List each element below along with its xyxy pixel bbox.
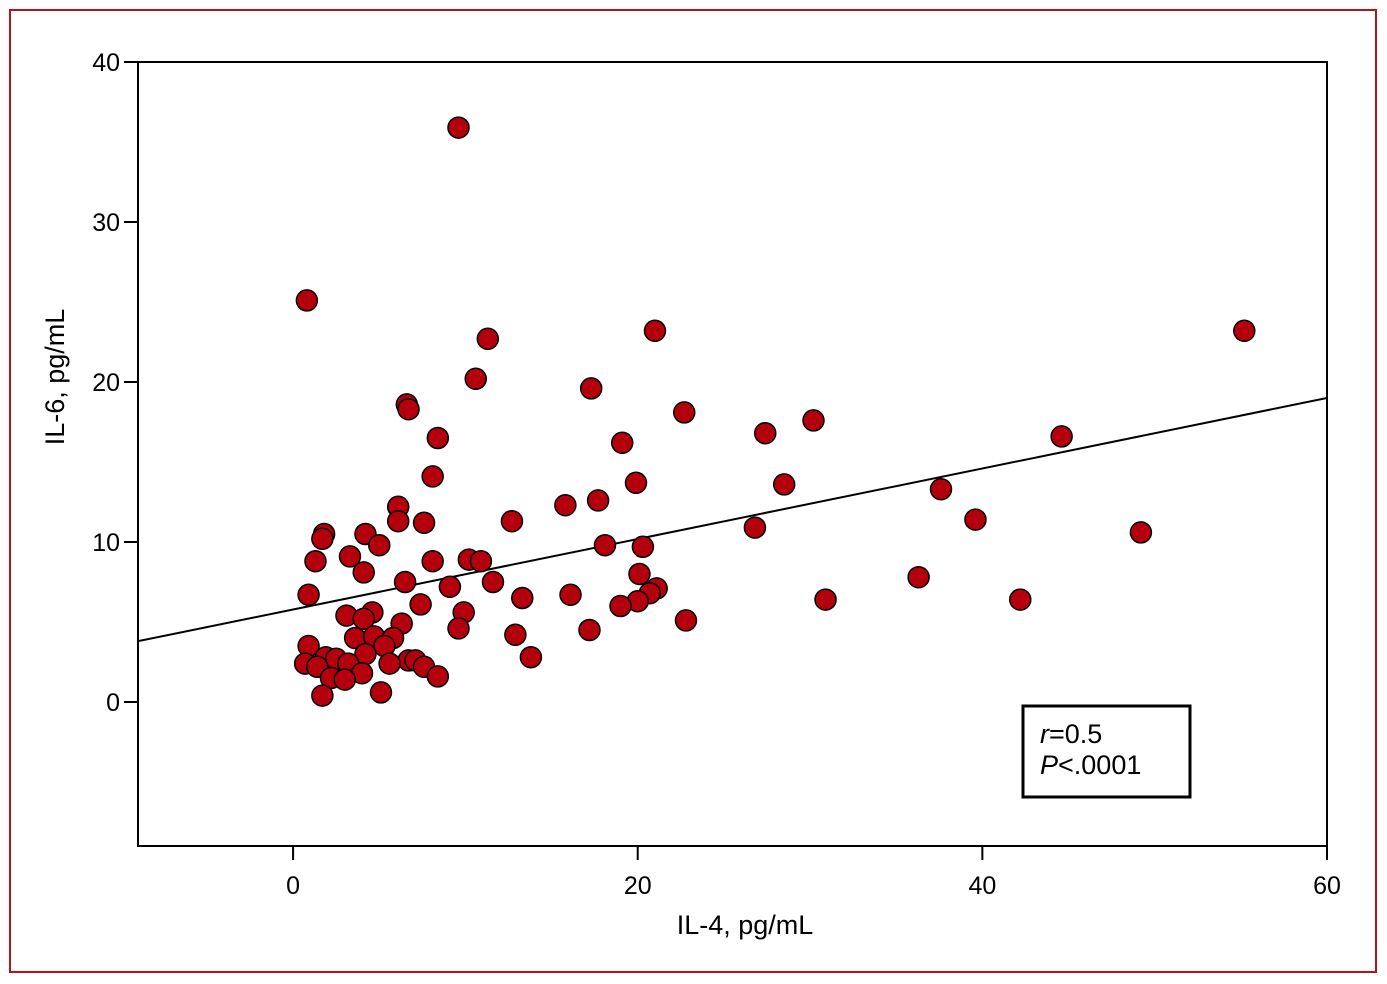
data-point (559, 583, 582, 607)
data-point (743, 516, 767, 539)
data-point (1009, 588, 1032, 611)
data-point (369, 681, 393, 704)
y-tick-label: 20 (92, 369, 120, 397)
data-point (378, 652, 401, 675)
data-point (409, 593, 432, 616)
r-symbol: r (1040, 719, 1050, 749)
data-point (426, 426, 450, 450)
x-axis-label: IL-4, pg/mL (677, 910, 814, 940)
data-point (772, 473, 796, 496)
data-point (352, 607, 375, 631)
data-point (554, 493, 577, 517)
data-point (610, 431, 634, 455)
p-value: <.0001 (1058, 750, 1141, 780)
data-point (481, 570, 505, 594)
data-point (338, 545, 362, 568)
y-tick-label: 0 (106, 689, 120, 717)
data-point (447, 116, 470, 139)
data-point (753, 421, 777, 445)
x-tick-label: 40 (968, 872, 996, 900)
y-tick-label: 40 (92, 49, 120, 77)
data-point (628, 562, 651, 586)
x-tick-label: 20 (624, 872, 652, 900)
data-point (412, 511, 436, 535)
data-points (293, 116, 1256, 707)
y-tick-label: 30 (92, 209, 120, 237)
r-value: =0.5 (1049, 719, 1102, 749)
data-point (421, 465, 444, 488)
p-symbol: P (1040, 750, 1058, 780)
data-point (519, 645, 543, 669)
data-point (421, 549, 444, 573)
data-point (643, 319, 667, 343)
data-point (929, 477, 953, 501)
data-point (500, 509, 524, 533)
data-point (367, 533, 391, 557)
x-tick-label: 0 (286, 872, 300, 900)
data-point (393, 570, 417, 594)
data-point (386, 509, 410, 533)
data-point (1233, 319, 1256, 343)
x-axis-ticks: 0 20 40 60 (286, 846, 1341, 900)
statistics-frame (1021, 704, 1192, 799)
data-point (504, 623, 527, 647)
data-point (802, 409, 825, 432)
p-value-text: P<.0001 (1040, 750, 1141, 780)
data-point (814, 588, 837, 611)
data-point (907, 565, 930, 589)
data-point (586, 489, 610, 512)
data-point (673, 401, 696, 424)
data-point (631, 535, 655, 559)
data-point (397, 397, 420, 421)
data-point (333, 668, 357, 691)
y-tick-label: 10 (92, 529, 120, 557)
data-point (438, 575, 462, 599)
regression-line (138, 397, 1327, 643)
data-point (469, 549, 493, 573)
data-point (352, 561, 375, 584)
data-point (1050, 425, 1073, 448)
data-point (511, 586, 534, 610)
data-point (476, 327, 500, 351)
data-point (295, 289, 319, 312)
data-point (464, 367, 487, 391)
data-point (964, 508, 987, 531)
data-point (311, 684, 334, 707)
statistics-box: r=0.5 P<.0001 (1021, 704, 1192, 799)
data-point (624, 471, 648, 495)
data-point (609, 594, 632, 618)
data-point (578, 618, 601, 642)
data-point (1129, 521, 1153, 544)
data-point (447, 617, 470, 640)
data-point (579, 377, 603, 400)
y-axis-label: IL-6, pg/mL (40, 309, 70, 446)
y-axis-ticks: 0 10 20 30 40 (92, 49, 138, 717)
data-point (304, 549, 327, 573)
data-point (297, 583, 320, 607)
correlation-text: r=0.5 (1040, 719, 1102, 749)
data-point (593, 533, 617, 557)
data-point (426, 665, 450, 688)
x-tick-label: 60 (1313, 872, 1341, 900)
data-point (311, 527, 334, 551)
data-point (674, 609, 698, 632)
